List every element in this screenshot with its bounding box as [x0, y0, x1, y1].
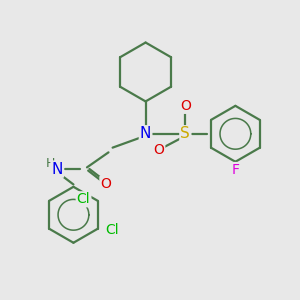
Text: O: O — [100, 177, 111, 191]
Text: O: O — [180, 99, 191, 113]
Text: Cl: Cl — [77, 192, 90, 206]
Text: F: F — [231, 163, 239, 177]
Text: N: N — [140, 126, 151, 141]
Text: S: S — [181, 126, 190, 141]
Text: H: H — [46, 157, 56, 170]
Text: Cl: Cl — [105, 223, 119, 237]
Text: O: O — [153, 143, 164, 157]
Text: N: N — [52, 162, 63, 177]
